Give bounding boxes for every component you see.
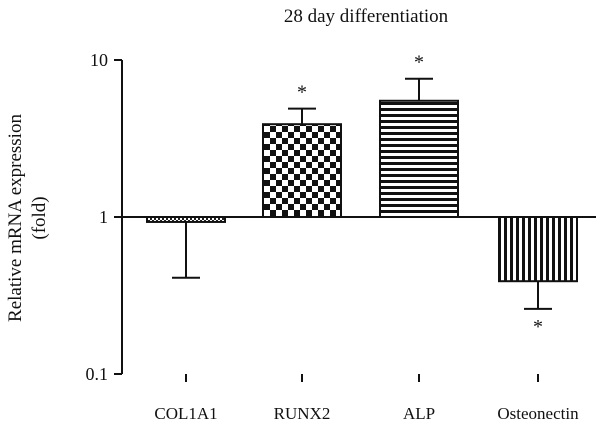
y-axis-label: Relative mRNA expression — [5, 114, 26, 322]
bar-col1a1 — [146, 216, 226, 223]
x-tick-label: RUNX2 — [274, 404, 331, 423]
x-tick-label: ALP — [403, 404, 435, 423]
y-axis-label-unit: (fold) — [29, 196, 50, 239]
bar-osteonectin — [498, 216, 578, 283]
bar-runx2 — [262, 123, 342, 218]
significance-marker: * — [297, 82, 307, 104]
bar-alp — [379, 99, 459, 218]
y-tick-label: 1 — [99, 207, 108, 227]
chart-title: 28 day differentiation — [284, 6, 449, 27]
y-tick-label: 0.1 — [86, 364, 109, 384]
x-tick-label: Osteonectin — [497, 404, 579, 423]
significance-marker: * — [414, 52, 424, 74]
significance-marker: * — [533, 316, 543, 338]
y-tick-label: 10 — [90, 50, 108, 70]
x-tick-label: COL1A1 — [154, 404, 217, 423]
